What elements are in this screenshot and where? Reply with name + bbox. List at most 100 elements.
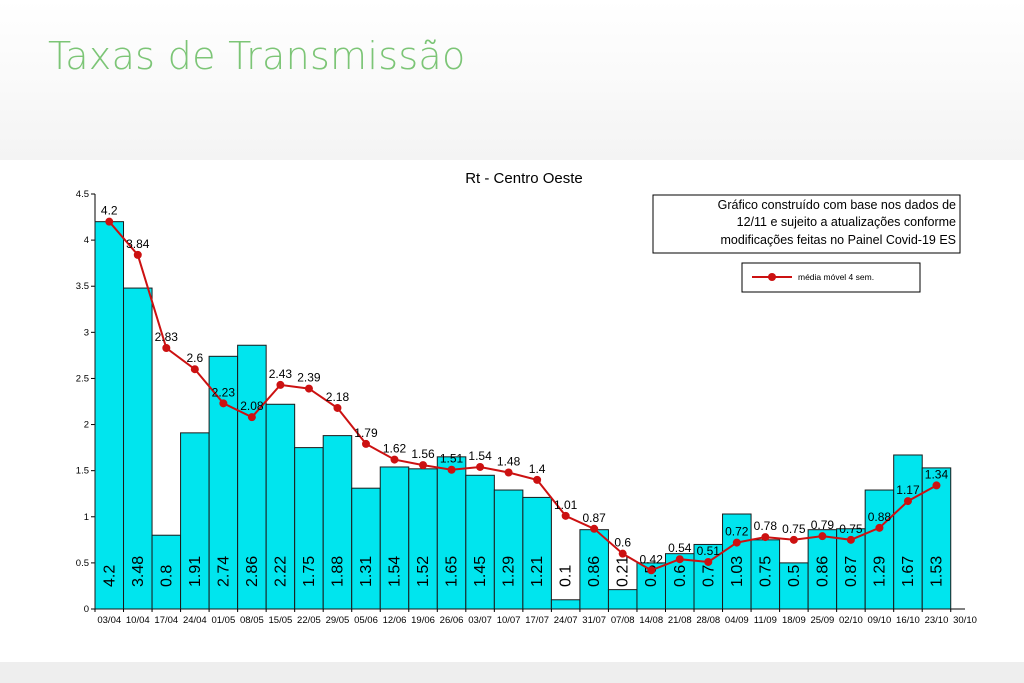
x-tick-label: 08/05 [240, 615, 264, 626]
line-value-label: 0.72 [725, 525, 749, 539]
y-tick-label: 1.5 [76, 466, 89, 477]
line-value-label: 0.6 [614, 536, 631, 550]
line-point [190, 365, 199, 374]
line-point [704, 557, 713, 566]
annotation-line-1: Gráfico construído com base nos dados de [718, 198, 956, 212]
line-value-label: 0.75 [839, 522, 863, 536]
x-tick-label: 12/06 [383, 615, 407, 626]
y-ticks: 0 0.5 1 1.5 2 2.5 3 3.5 4 4.5 [76, 189, 95, 615]
x-tick-label: 05/06 [354, 615, 378, 626]
bar [465, 474, 495, 610]
x-tick-label: 30/10 [953, 615, 977, 626]
bar-value-label: 1.91 [187, 556, 204, 587]
bar [94, 221, 125, 610]
x-tick-label: 26/06 [440, 615, 464, 626]
line-value-label: 3.84 [126, 237, 150, 251]
bar [550, 599, 581, 610]
line-value-label: 2.23 [212, 385, 236, 399]
bar [893, 454, 923, 610]
x-tick-label: 18/09 [782, 615, 806, 626]
annotation-box: Gráfico construído com base nos dados de… [652, 194, 961, 254]
line-value-label: 2.43 [269, 367, 293, 381]
chart-title: Rt - Centro Oeste [465, 170, 583, 187]
x-tick-label: 28/08 [696, 615, 720, 626]
bar [151, 534, 182, 610]
bar-value-label: 3.48 [130, 556, 147, 587]
line-point [247, 413, 256, 422]
x-tick-label: 15/05 [269, 615, 293, 626]
bar [522, 496, 552, 610]
bar [579, 529, 609, 610]
legend: média móvel 4 sem. [741, 262, 921, 293]
annotation-line-3: modificações feitas no Painel Covid-19 E… [720, 233, 956, 247]
bar [208, 355, 239, 610]
x-tick-label: 23/10 [925, 615, 949, 626]
line-value-label: 2.08 [240, 399, 264, 413]
line-point [789, 535, 798, 544]
line-value-label: 0.42 [640, 552, 664, 566]
bar-value-label: 1.29 [871, 556, 888, 587]
bar [322, 435, 353, 610]
bar [180, 432, 210, 610]
bar-value-label: 0.8 [158, 565, 175, 587]
bar [379, 466, 410, 610]
rt-chart: Rt - Centro Oeste 00.511.522.533.544.5 4… [76, 170, 977, 626]
line-point [732, 538, 741, 547]
line-value-label: 0.87 [583, 511, 607, 525]
bar-value-label: 0.87 [843, 556, 860, 587]
annotation-line-2: 12/11 e sujeito a atualizações conforme [737, 215, 956, 229]
bar-value-label: 2.86 [244, 556, 261, 587]
moving-average-path [108, 221, 937, 572]
bar [750, 539, 781, 610]
x-tick-label: 03/04 [97, 615, 121, 626]
slide-title: Taxas de Transmissão [48, 34, 466, 78]
bar [607, 589, 638, 610]
bar [237, 344, 267, 610]
line-value-label: 0.88 [868, 510, 892, 524]
line-point [361, 439, 370, 448]
bar-value-label: 0.7 [700, 565, 717, 587]
line-point [390, 455, 399, 464]
bar-value-label: 1.21 [529, 556, 546, 587]
bar-value-label: 0.21 [615, 556, 632, 587]
y-tick-label: 3.5 [76, 281, 89, 292]
bar [123, 287, 153, 610]
bar-value-label: 1.75 [301, 556, 318, 587]
bar-value-label: 1.29 [501, 556, 518, 587]
line-value-label: 1.48 [497, 455, 521, 469]
line-value-label: 0.54 [668, 541, 692, 555]
line-value-label: 1.34 [925, 467, 949, 481]
line-value-label: 1.56 [411, 447, 435, 461]
legend-entry-label: média móvel 4 sem. [798, 272, 874, 282]
x-tick-label: 24/04 [183, 615, 207, 626]
bar-value-label: 0.5 [786, 565, 803, 587]
line-point [162, 344, 171, 353]
chart-panel: Rt - Centro Oeste 0 0.5 1 1.5 2 2.5 3 3.5 4 4.5 4… [0, 160, 1024, 662]
x-tick-label: 03/07 [468, 615, 492, 626]
line-value-label: 1.62 [383, 442, 407, 456]
line-value-label: 2.83 [155, 330, 179, 344]
line-value-label: 0.79 [811, 518, 835, 532]
line-value-label: 1.51 [440, 452, 464, 466]
bar-value-label: 0.6 [672, 565, 689, 587]
x-tick-label: 21/08 [668, 615, 692, 626]
bar [807, 529, 838, 610]
line-point [761, 533, 770, 542]
line-point [618, 549, 627, 558]
slide-footer-band [0, 662, 1024, 683]
bar-value-label: 0.75 [757, 556, 774, 587]
moving-average-line: 4.2 3.84 2.83 2.6 2.23 2.08 2.43 2.39 2.18 1.79 1.… [101, 204, 949, 575]
line-point [476, 462, 485, 471]
x-tick-label: 14/08 [639, 615, 663, 626]
x-tick-label: 11/09 [754, 615, 777, 626]
x-tick-label: 10/04 [126, 615, 150, 626]
bar [722, 513, 752, 610]
x-tick-label: 10/07 [497, 615, 521, 626]
line-value-label: 2.39 [297, 371, 321, 385]
bar-value-label: 0.86 [586, 556, 603, 587]
line-point [447, 465, 456, 474]
line-point [903, 497, 912, 506]
line-point [276, 380, 285, 389]
x-tick-label: 25/09 [810, 615, 834, 626]
bar-value-label: 2.74 [215, 556, 232, 587]
